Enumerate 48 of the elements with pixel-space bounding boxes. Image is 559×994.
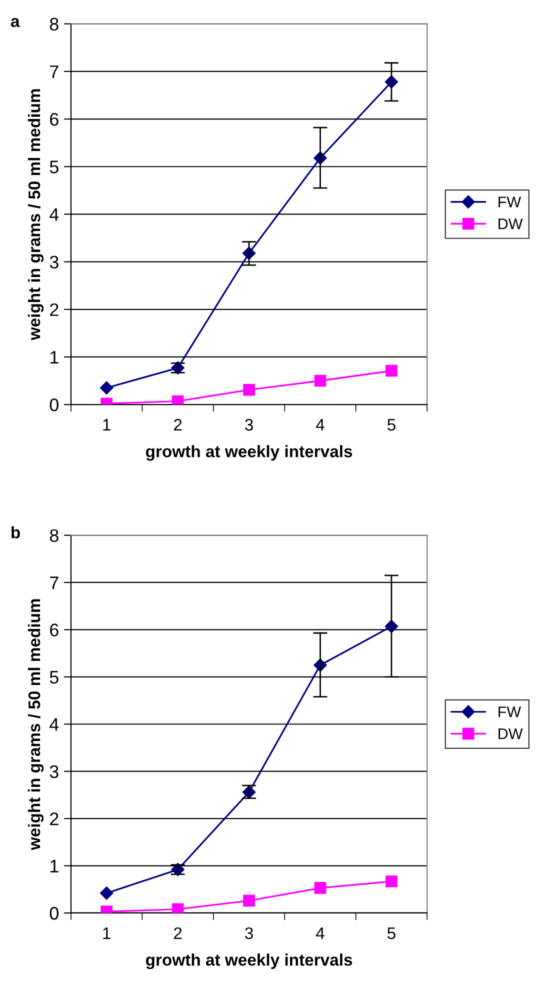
legend-label: DW [498,728,523,740]
legend-label: FW [498,196,522,208]
y-tick-label: 7 [50,576,58,590]
y-tick-label: 8 [50,529,58,542]
chart-title: b [12,526,20,538]
point [314,882,326,894]
y-tick-label: 4 [50,718,59,731]
x-tick-label: 2 [174,418,182,431]
y-tick-label: 8 [50,18,58,31]
y-tick-label: 5 [50,671,58,684]
y-tick-label: 1 [50,351,58,364]
x-tick-label: 1 [103,927,110,939]
y-tick-label: 4 [50,208,59,221]
point [100,381,114,394]
legend-label: DW [498,218,523,230]
point [172,903,184,913]
y-tick-label: 7 [50,66,58,78]
y-axis-title: weight in grams / 50 ml medium [28,89,44,340]
point [243,384,255,396]
x-axis-title: growth at weekly intervals [146,445,352,461]
point [386,875,398,888]
x-tick-label: 5 [388,927,396,940]
point [172,395,184,405]
x-axis-title: growth at weekly intervals [146,954,352,970]
legend-label: FW [498,706,522,718]
x-tick-label: 1 [103,419,110,431]
point [243,894,255,907]
y-tick-label: 5 [50,160,58,174]
y-tick-label: 6 [50,112,58,126]
y-tick-label: 1 [50,860,58,872]
point [314,374,326,387]
point [386,364,398,377]
x-tick-label: 3 [245,927,253,940]
point [100,886,114,900]
y-tick-label: 0 [50,906,58,920]
y-tick-label: 3 [50,256,58,269]
x-tick-label: 4 [316,927,324,939]
y-tick-label: 2 [50,812,58,826]
x-tick-label: 4 [316,419,324,431]
y-tick-label: 0 [50,398,58,412]
chart-title: a [10,18,20,28]
y-tick-label: 3 [50,765,58,778]
x-tick-label: 3 [245,418,253,431]
x-tick-label: 5 [388,419,396,431]
x-tick-label: 2 [174,927,182,939]
y-axis-title: weight in grams / 50 ml medium [28,599,44,850]
y-tick-label: 6 [50,624,58,636]
y-tick-label: 2 [50,303,58,316]
